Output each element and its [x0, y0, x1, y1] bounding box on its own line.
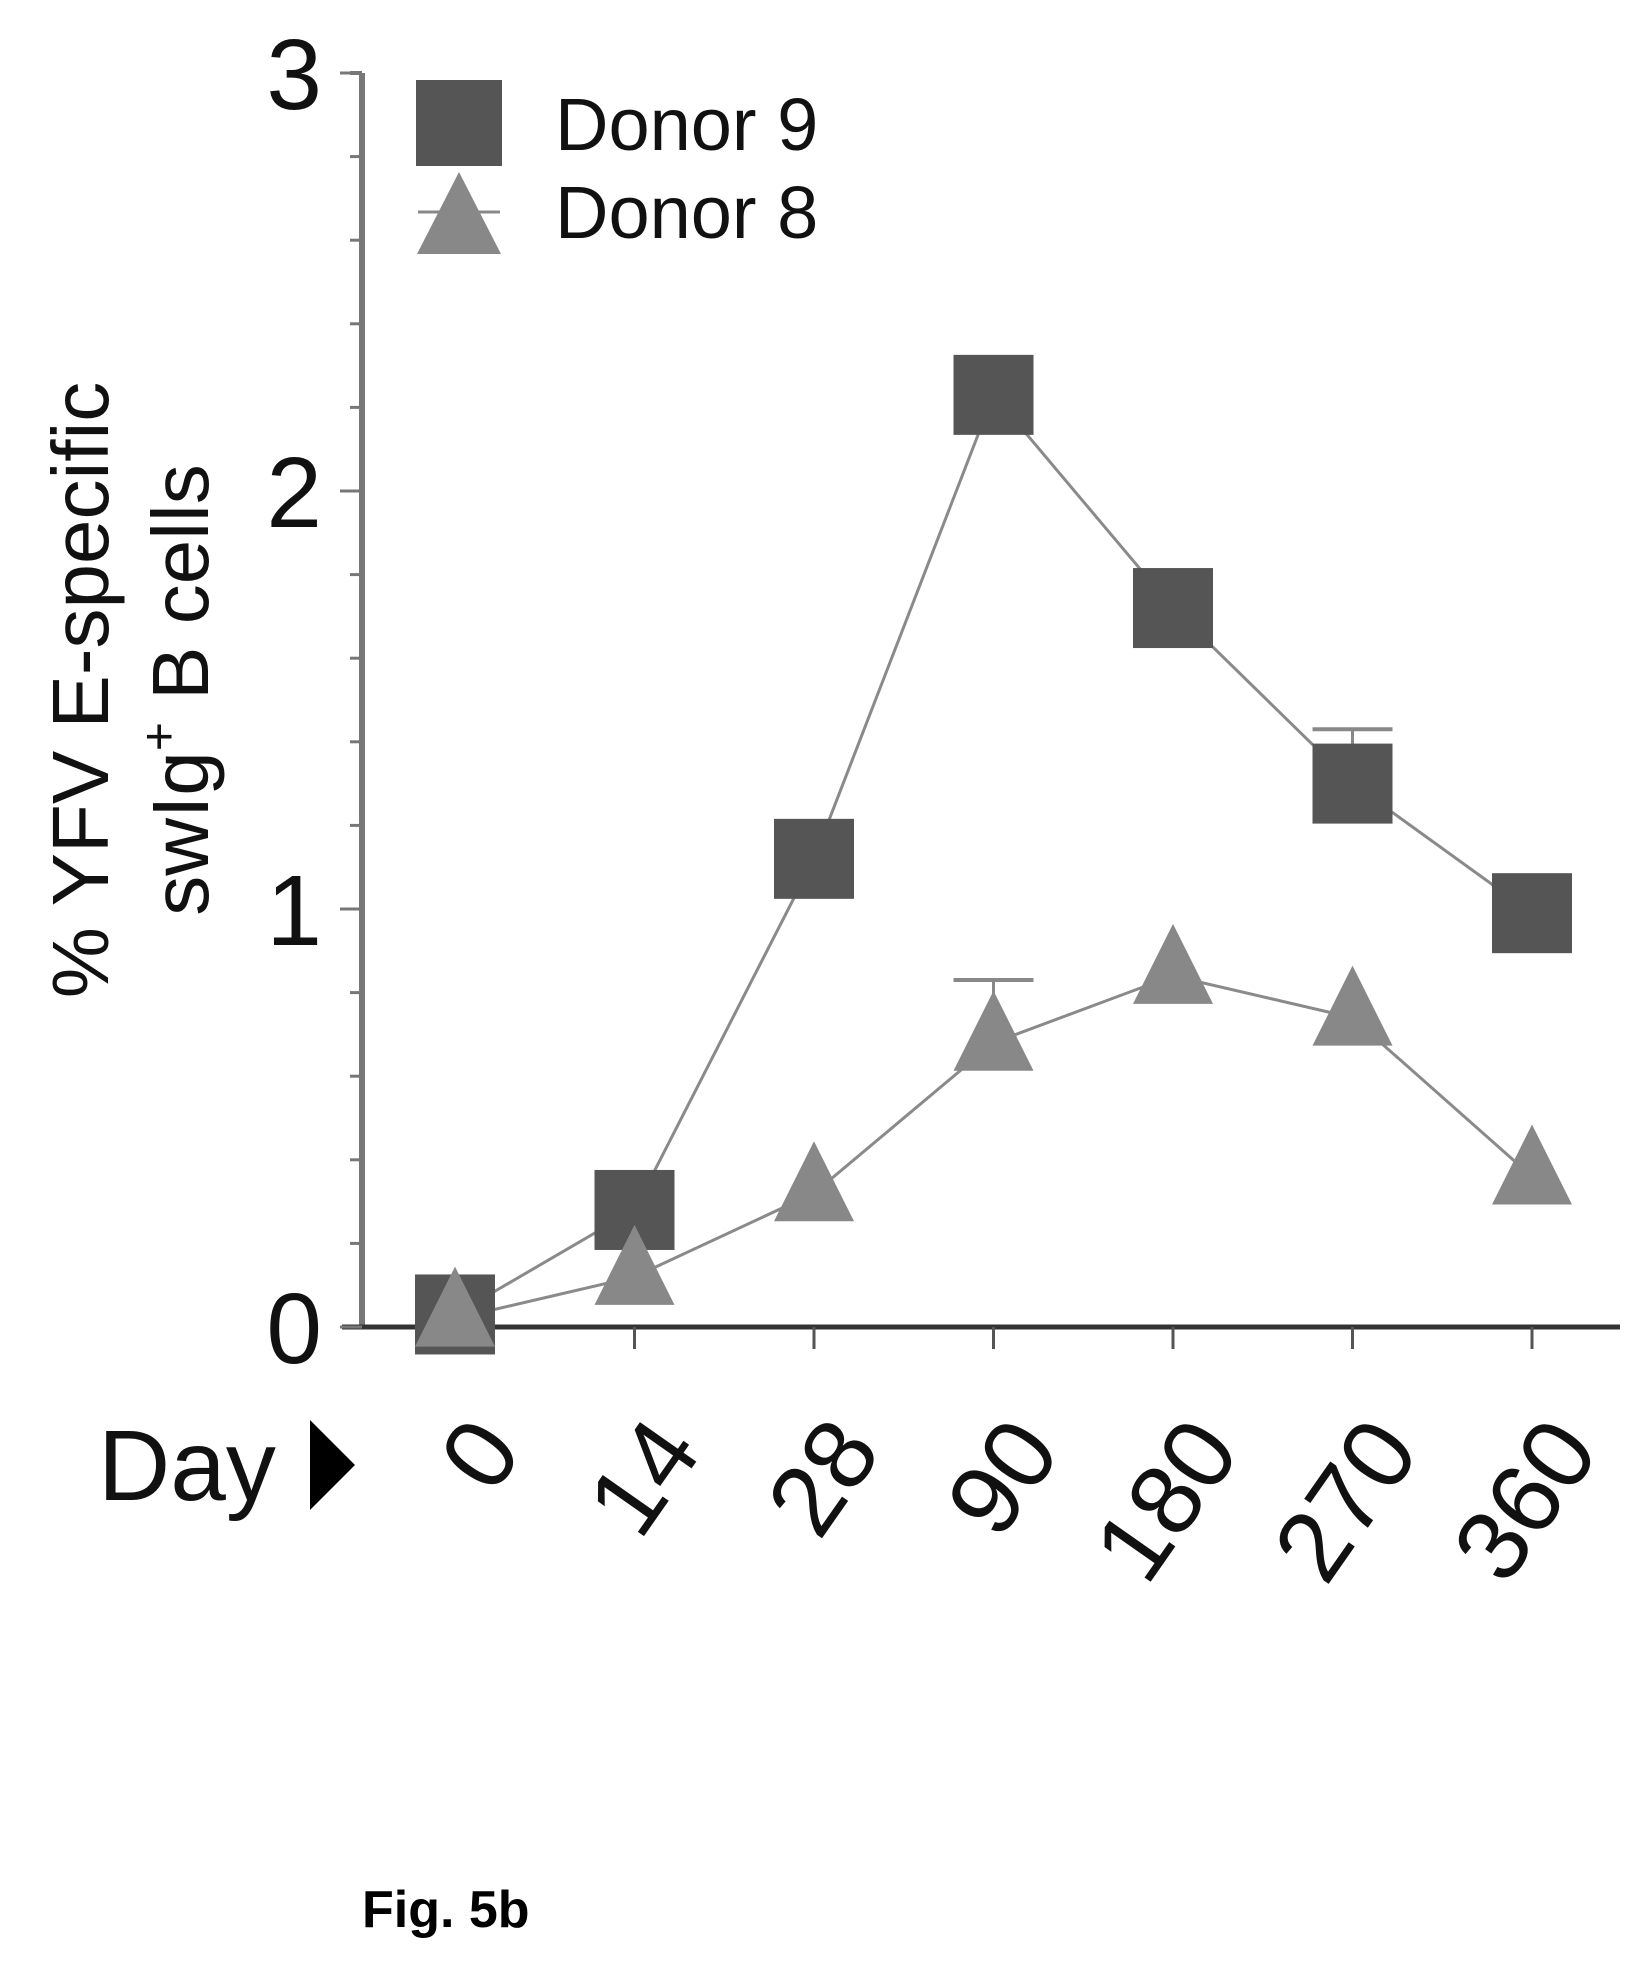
- legend: Donor 9 Donor 8: [416, 80, 818, 254]
- markers: [415, 354, 1572, 1355]
- y-tick-label: 3: [266, 19, 322, 131]
- y-tick-label: 1: [266, 855, 322, 967]
- data-point-donor-8: [953, 990, 1034, 1071]
- x-axis-arrow-icon: [310, 1420, 355, 1510]
- y-axis-title-line2: swIg+ B cells: [131, 464, 225, 916]
- x-axis-title-day: Day: [98, 1410, 276, 1522]
- x-tick-label: 360: [1432, 1400, 1619, 1601]
- x-tick-label: 180: [1073, 1400, 1260, 1601]
- x-tick-label: 14: [566, 1400, 722, 1555]
- figure-caption: Fig. 5b: [362, 1881, 530, 1939]
- data-point-donor-9: [1492, 873, 1572, 954]
- y-tick-label: 2: [266, 437, 322, 549]
- data-point-donor-8: [1133, 923, 1213, 1004]
- data-point-donor-8: [415, 1266, 495, 1347]
- y-axis-title-bcells: B cells: [136, 464, 225, 722]
- data-point-donor-8: [774, 1141, 854, 1222]
- legend-marker-triangle: [417, 172, 501, 254]
- x-axis-title: Day: [98, 1410, 355, 1522]
- legend-label-donor-9: Donor 9: [555, 83, 818, 166]
- legend-label-donor-8: Donor 8: [555, 171, 818, 254]
- legend-marker-square: [416, 80, 502, 166]
- x-tick-label: 0: [418, 1400, 542, 1510]
- data-point-donor-8: [1312, 965, 1393, 1046]
- y-axis-title-line1: % YFV E-specific: [36, 382, 125, 998]
- data-point-donor-8: [594, 1224, 675, 1305]
- data-point-donor-9: [953, 354, 1034, 435]
- y-tick-label: 0: [266, 1273, 322, 1385]
- data-point-donor-9: [774, 818, 854, 899]
- y-axis-title: % YFV E-specific swIg+ B cells: [36, 382, 225, 998]
- x-tick-label: 270: [1252, 1400, 1439, 1601]
- x-tick-label: 90: [925, 1400, 1081, 1555]
- y-axis-title-swig: swIg: [136, 751, 225, 916]
- x-tick-label: 28: [745, 1400, 901, 1555]
- data-point-donor-9: [1312, 743, 1393, 824]
- data-point-donor-9: [1133, 568, 1213, 649]
- data-point-donor-8: [1492, 1124, 1572, 1205]
- y-axis-title-sup: +: [131, 722, 187, 751]
